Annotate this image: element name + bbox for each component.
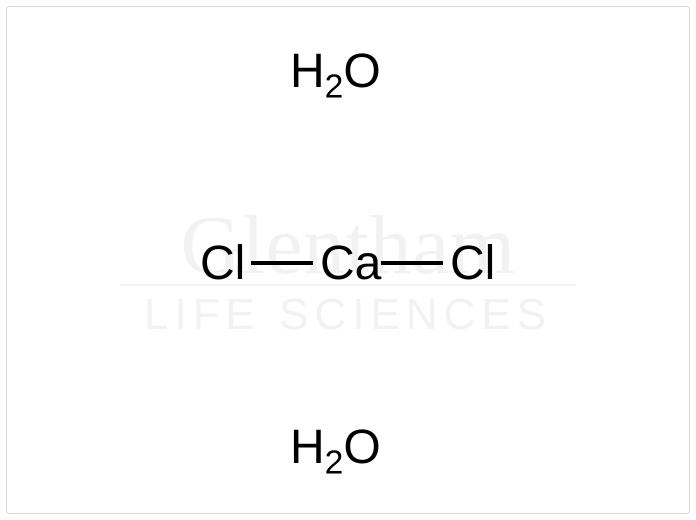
formula-cl-right: Cl bbox=[450, 236, 495, 291]
bond-right bbox=[381, 261, 443, 265]
formula-ca: Ca bbox=[320, 236, 381, 291]
bond-left bbox=[251, 261, 313, 265]
formula-h2o-bottom: H2O bbox=[290, 420, 381, 475]
formula-h2o-top: H2O bbox=[290, 44, 381, 99]
formula-cl-left: Cl bbox=[200, 236, 245, 291]
figure-canvas: Glentham LIFE SCIENCES H2O Cl Ca Cl H2O bbox=[0, 0, 696, 520]
